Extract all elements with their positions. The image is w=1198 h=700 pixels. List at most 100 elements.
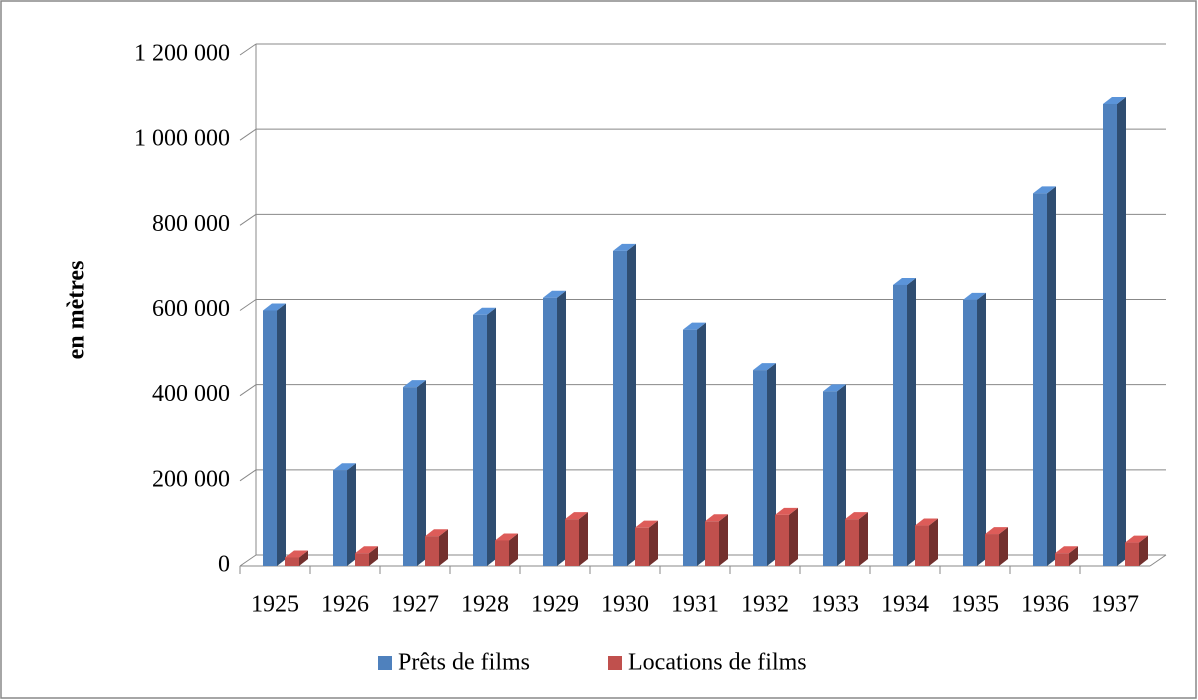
bar-top bbox=[613, 243, 636, 251]
bar bbox=[333, 470, 347, 566]
bar-side bbox=[719, 514, 728, 566]
bar-top bbox=[1033, 186, 1056, 194]
bar-top bbox=[775, 507, 798, 515]
x-tick-label: 1930 bbox=[601, 592, 649, 618]
bar-top bbox=[705, 514, 728, 522]
x-tick-label: 1933 bbox=[811, 592, 859, 618]
bar-side bbox=[487, 307, 496, 566]
bar-top bbox=[845, 512, 868, 520]
bar bbox=[893, 284, 907, 566]
bar bbox=[565, 519, 579, 566]
bar-side bbox=[837, 384, 846, 566]
x-tick-label: 1927 bbox=[391, 592, 439, 618]
tick-diag bbox=[239, 554, 257, 567]
legend-label: Locations de films bbox=[628, 650, 807, 676]
bar-top bbox=[403, 380, 426, 388]
legend-label: Prêts de films bbox=[398, 650, 530, 676]
bar bbox=[775, 514, 789, 566]
bar-top bbox=[1055, 546, 1078, 554]
x-tick-label: 1934 bbox=[881, 592, 929, 618]
x-tick-label: 1928 bbox=[461, 592, 509, 618]
bar bbox=[985, 534, 999, 566]
bar bbox=[425, 536, 439, 566]
bar bbox=[1033, 193, 1047, 567]
x-tick-label: 1925 bbox=[251, 592, 299, 618]
bar-side bbox=[369, 546, 378, 566]
bar bbox=[285, 557, 299, 566]
bar-side bbox=[649, 520, 658, 566]
y-tick-label: 1 200 000 bbox=[134, 41, 230, 67]
bar-top bbox=[893, 277, 916, 285]
bar-top bbox=[823, 384, 846, 392]
bar-top bbox=[355, 546, 378, 554]
bar bbox=[705, 521, 719, 566]
bar bbox=[543, 297, 557, 566]
tick-diag bbox=[239, 469, 257, 482]
bar-top bbox=[263, 303, 286, 311]
bar-side bbox=[439, 529, 448, 566]
legend-swatch bbox=[378, 656, 392, 670]
bar bbox=[845, 519, 859, 566]
bar-side bbox=[859, 512, 868, 566]
tick-diag bbox=[239, 384, 257, 397]
tick-diag bbox=[239, 43, 257, 56]
bar-side bbox=[557, 290, 566, 566]
y-tick-label: 800 000 bbox=[152, 211, 230, 237]
bar-top bbox=[543, 290, 566, 298]
y-axis-title: en mètres bbox=[64, 261, 90, 360]
bar-side bbox=[1047, 186, 1056, 567]
bar-top bbox=[985, 527, 1008, 535]
bar-top bbox=[683, 322, 706, 330]
bar-side bbox=[907, 277, 916, 566]
y-tick-label: 200 000 bbox=[152, 466, 230, 492]
bar-top bbox=[963, 292, 986, 300]
y-tick-label: 0 bbox=[218, 552, 230, 578]
bar-top bbox=[333, 463, 356, 471]
x-tick-label: 1932 bbox=[741, 592, 789, 618]
bar-side bbox=[697, 322, 706, 566]
bar-side bbox=[509, 533, 518, 566]
bar-top bbox=[495, 533, 518, 541]
bar-top bbox=[753, 363, 776, 371]
floor-right bbox=[1149, 554, 1167, 567]
tick-diag bbox=[239, 213, 257, 226]
bar-top bbox=[1125, 535, 1148, 543]
bar bbox=[635, 527, 649, 566]
x-tick-label: 1935 bbox=[951, 592, 999, 618]
bar bbox=[1055, 553, 1069, 566]
y-tick-label: 400 000 bbox=[152, 381, 230, 407]
tick-diag bbox=[239, 128, 257, 141]
bar bbox=[915, 525, 929, 566]
y-tick-label: 1 000 000 bbox=[134, 126, 230, 152]
bar bbox=[683, 329, 697, 566]
y-tick-label: 600 000 bbox=[152, 296, 230, 322]
bar-top bbox=[285, 550, 308, 558]
bar bbox=[613, 250, 627, 566]
bar-side bbox=[789, 507, 798, 566]
bar bbox=[1103, 103, 1117, 567]
bar-side bbox=[277, 303, 286, 566]
bar bbox=[355, 553, 369, 566]
bar-side bbox=[579, 512, 588, 566]
x-tick-label: 1936 bbox=[1021, 592, 1069, 618]
bar-side bbox=[1117, 96, 1126, 567]
bar bbox=[495, 540, 509, 566]
bar-top bbox=[635, 520, 658, 528]
x-tick-label: 1929 bbox=[531, 592, 579, 618]
bar-side bbox=[929, 518, 938, 566]
bar bbox=[1125, 542, 1139, 566]
bar-top bbox=[473, 307, 496, 315]
bar-side bbox=[767, 363, 776, 566]
bar bbox=[263, 310, 277, 566]
bar-side bbox=[417, 380, 426, 566]
x-tick-label: 1926 bbox=[321, 592, 369, 618]
bar bbox=[753, 370, 767, 566]
bar bbox=[473, 314, 487, 566]
bar bbox=[403, 387, 417, 566]
bar-side bbox=[299, 550, 308, 566]
bar bbox=[823, 391, 837, 566]
x-tick-label: 1931 bbox=[671, 592, 719, 618]
